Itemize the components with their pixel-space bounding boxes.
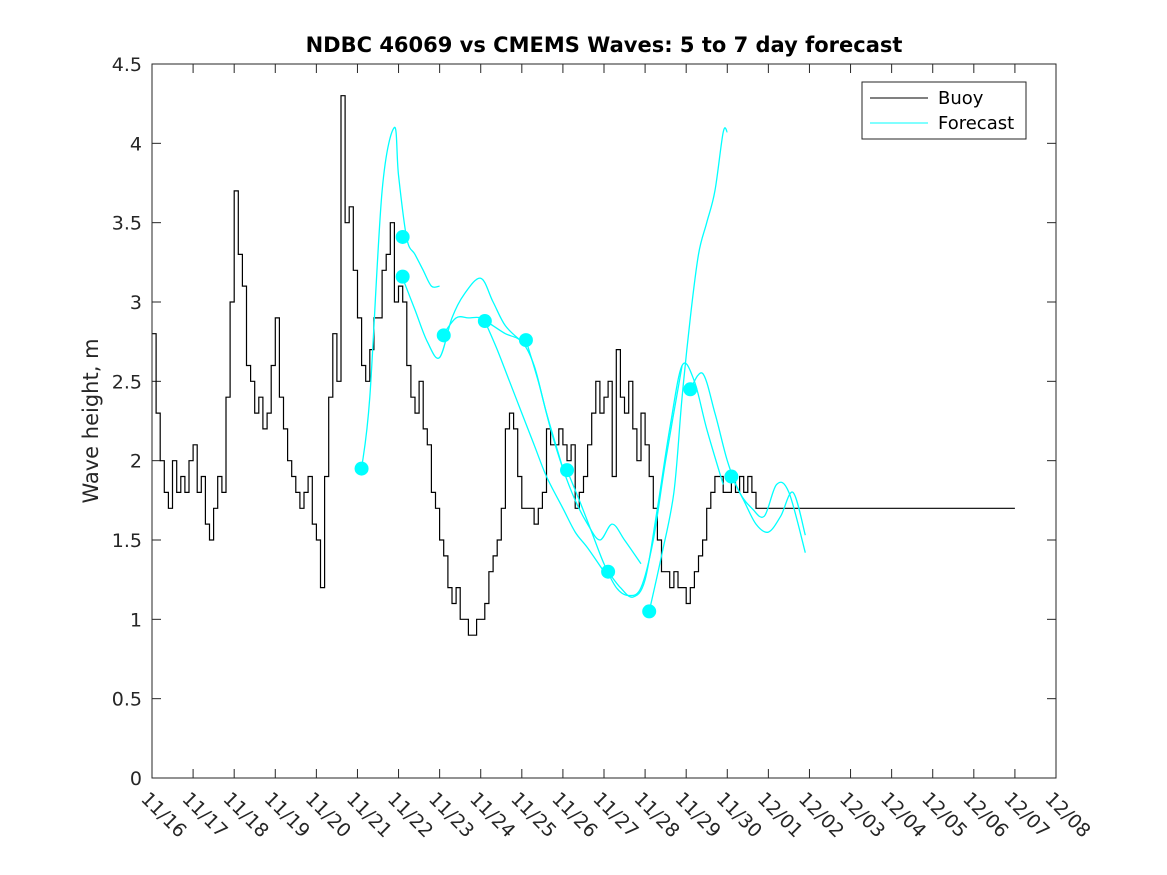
y-tick-label: 4 [130,133,142,155]
legend: Buoy Forecast [861,81,1027,140]
chart-title: NDBC 46069 vs CMEMS Waves: 5 to 7 day fo… [306,33,903,57]
forecast-run-line [525,339,642,565]
forecast-run-line [689,372,806,553]
forecast-run-line [484,320,605,573]
y-tick-label: 3.5 [112,213,142,235]
forecast-start-point [395,229,410,244]
forecast-run-line [607,362,724,598]
y-tick-label: 2 [130,451,142,473]
forecast-start-point [560,463,575,478]
y-tick-label: 4.5 [112,54,142,76]
plot-area [152,64,1056,778]
legend-label-forecast: Forecast [938,113,1014,134]
legend-label-buoy: Buoy [938,88,984,109]
buoy-series-line [152,95,1015,636]
forecast-start-point [436,328,451,343]
y-axis-label: Wave height, m [79,338,103,503]
forecast-run-line [648,127,728,612]
y-tick-label: 0.5 [112,689,142,711]
forecast-start-point [395,269,410,284]
forecast-start-point [642,604,657,619]
y-tick-label: 3 [130,292,142,314]
forecast-start-point [601,564,616,579]
forecast-run-line [730,476,806,536]
y-tick-label: 1.5 [112,530,142,552]
plot-frame [151,63,1057,779]
forecast-start-point [518,333,533,348]
y-tick-label: 0 [130,768,142,790]
forecast-run-line [360,126,440,469]
forecast-start-point [477,314,492,329]
forecast-run-line [566,365,683,597]
y-tick-labels: 0 0.5 1 1.5 2 2.5 3 3.5 4 4.5 [112,54,142,790]
y-tick-label: 1 [130,609,142,631]
forecast-run-line [402,277,523,359]
axis-ticks [151,63,1057,779]
data-layer [152,95,1015,636]
legend-box [861,81,1027,140]
forecast-start-point [724,469,739,484]
y-tick-label: 2.5 [112,371,142,393]
forecast-start-point [354,461,369,476]
forecast-start-point [683,382,698,397]
